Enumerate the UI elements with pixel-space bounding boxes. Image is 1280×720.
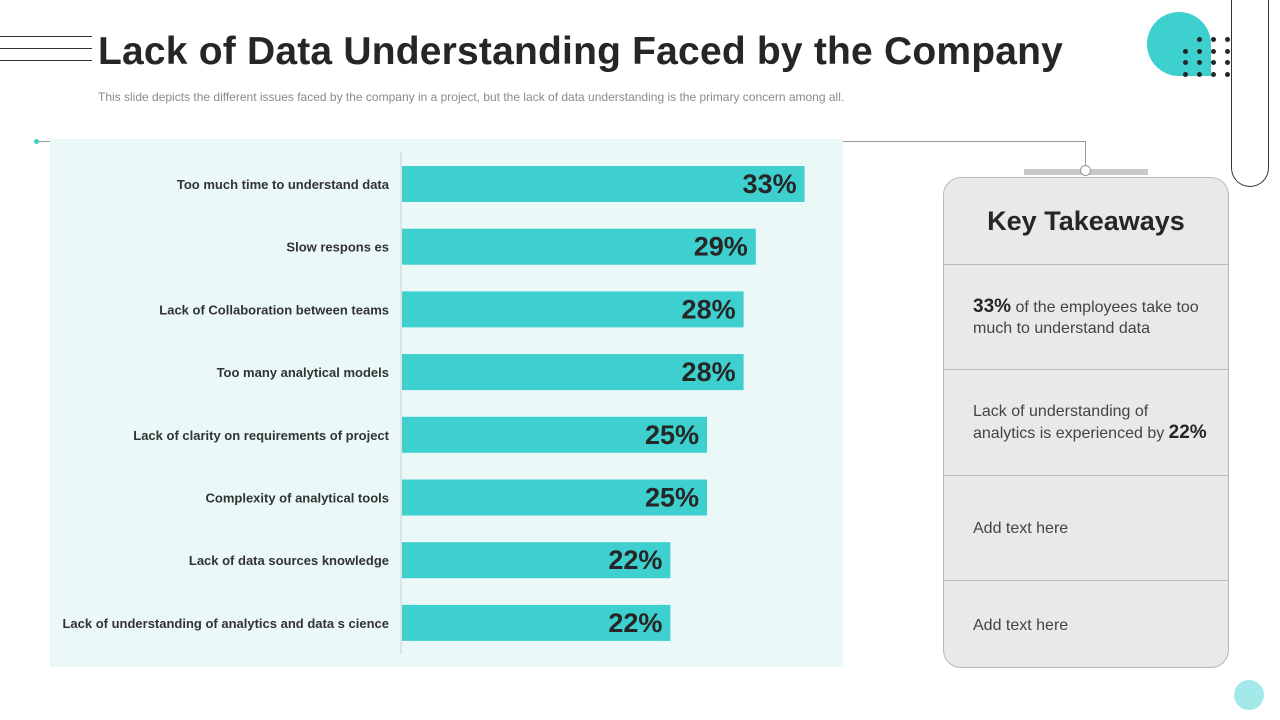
bar-value-label: 28% — [682, 357, 736, 387]
category-label: Too much time to understand data — [177, 177, 390, 192]
takeaway-text: Lack of understanding of analytics is ex… — [973, 403, 1207, 443]
takeaway-text: Add text here — [973, 617, 1069, 634]
takeaway-text: Add text here — [973, 519, 1069, 537]
takeaway-text: 33% of the employees take too much to un… — [973, 295, 1199, 337]
takeaway-highlight: 22% — [1168, 422, 1207, 443]
bar — [402, 291, 744, 328]
bar-value-label: 29% — [694, 232, 748, 262]
connector-knob — [1080, 165, 1091, 176]
decorative-circle — [1234, 680, 1264, 710]
takeaway-item: Add text here — [944, 476, 1228, 581]
category-label: Lack of clarity on requirements of proje… — [133, 428, 389, 443]
bar — [402, 542, 671, 579]
takeaway-list: 33% of the employees take too much to un… — [944, 265, 1228, 667]
decorative-dot — [1183, 71, 1188, 77]
decorative-dot — [1197, 60, 1202, 65]
connector-start-dot — [34, 139, 39, 144]
decorative-dot — [1211, 48, 1216, 54]
decorative-dot — [1197, 71, 1202, 77]
bar — [402, 479, 707, 516]
chart-area — [50, 139, 843, 667]
decorative-dot — [1183, 60, 1188, 65]
decorative-dot — [1183, 48, 1188, 54]
category-label: Too many analytical models — [217, 365, 389, 380]
category-label: Complexity of analytical tools — [206, 491, 390, 506]
decorative-dot — [1211, 60, 1216, 65]
decorative-dot — [1197, 37, 1202, 42]
page-title: Lack of Data Understanding Faced by the … — [98, 30, 1064, 73]
decorative-dot — [1225, 37, 1230, 42]
takeaway-item: Add text here — [944, 581, 1228, 667]
takeaway-item: 33% of the employees take too much to un… — [944, 265, 1228, 370]
bar-value-label: 33% — [743, 169, 797, 199]
page-subtitle: This slide depicts the different issues … — [98, 90, 845, 104]
takeaway-highlight: 33% — [973, 295, 1012, 317]
key-takeaways-title: Key Takeaways — [944, 178, 1228, 265]
header-decoration-lines — [0, 36, 92, 72]
decorative-dot — [1197, 48, 1202, 54]
bar-value-label: 25% — [645, 483, 699, 513]
bar-value-label: 25% — [645, 420, 699, 450]
decorative-dot — [1225, 48, 1230, 54]
decorative-dot — [1211, 37, 1216, 42]
key-takeaways-panel: Key Takeaways 33% of the employees take … — [943, 177, 1229, 668]
category-label: Lack of data sources knowledge — [189, 553, 389, 568]
bar — [402, 604, 671, 641]
takeaway-item: Lack of understanding of analytics is ex… — [944, 370, 1228, 476]
bar-value-label: 28% — [682, 294, 736, 324]
connector-vertical-line — [1085, 141, 1086, 169]
category-label: Lack of Collaboration between teams — [159, 302, 389, 317]
decorative-dot-grid — [1183, 37, 1243, 81]
category-label: Lack of understanding of analytics and d… — [62, 616, 389, 631]
bar — [402, 166, 805, 202]
decorative-blob — [1147, 12, 1211, 76]
decorative-dot — [1211, 71, 1216, 77]
decorative-dot — [1225, 71, 1230, 77]
bar-value-label: 22% — [608, 545, 662, 575]
bar — [402, 228, 756, 265]
bar-value-label: 22% — [608, 608, 662, 638]
decorative-pill-outline — [1231, 0, 1269, 187]
bar — [402, 416, 707, 453]
category-label: Slow respons es — [286, 240, 389, 255]
decorative-dot — [1225, 60, 1230, 65]
bar — [402, 354, 744, 391]
